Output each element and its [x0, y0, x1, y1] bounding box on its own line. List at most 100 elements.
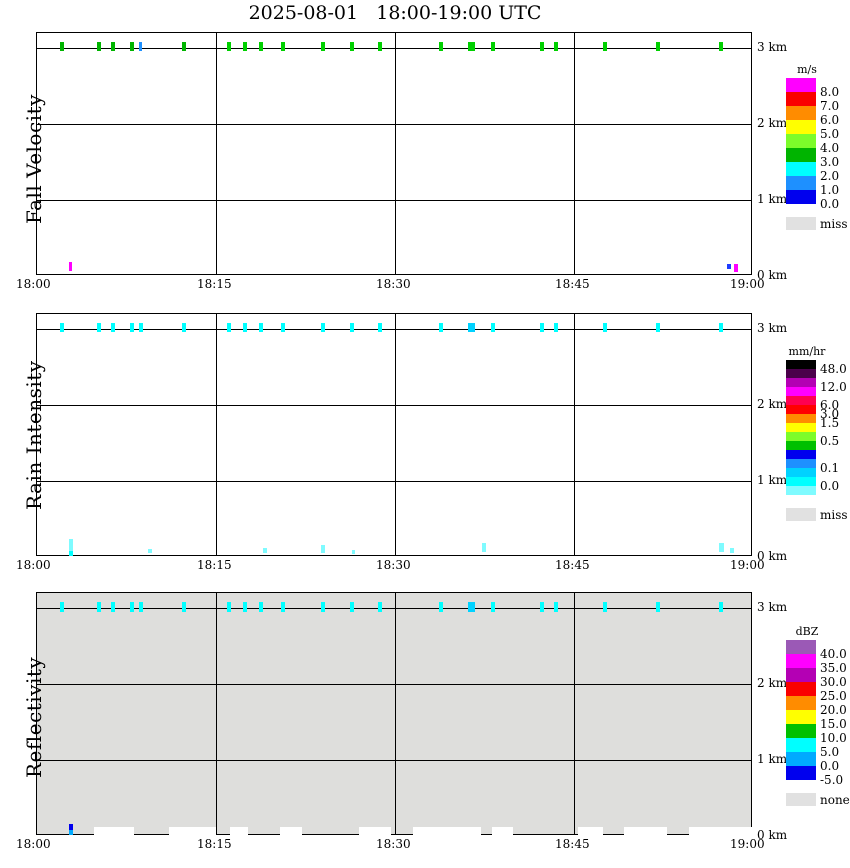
- y-tick-label: 0 km: [757, 828, 788, 842]
- data-cell: [97, 323, 102, 333]
- colorbar-na-swatch: [786, 217, 816, 230]
- axis-label-fall-velocity: Fall Velocity: [22, 93, 46, 224]
- data-cell: [68, 538, 73, 551]
- x-tick-label: 18:45: [555, 837, 590, 851]
- colorbar-tick-label: 0.0: [820, 759, 840, 773]
- data-cell: [603, 42, 608, 52]
- colorbar-swatch: [786, 459, 816, 468]
- data-cell: [97, 601, 102, 612]
- data-cell: [320, 323, 325, 333]
- colorbar-tick-label: 3.0: [820, 155, 840, 169]
- y-tick-label: 1 km: [757, 192, 788, 207]
- colorbar-swatch: [786, 396, 816, 405]
- colorbar-rain-intensity: mm/hr 48.0 12.0 6.0 3.0 1.5 0.5 0.1 0.0 miss: [778, 345, 848, 525]
- data-cell: [181, 601, 186, 612]
- data-cell: [59, 323, 64, 333]
- data-cell: [719, 42, 724, 52]
- gridline-vertical: [216, 593, 217, 834]
- data-cell: [540, 323, 545, 333]
- data-cell: [281, 601, 286, 612]
- colorbar-swatch: [786, 106, 816, 120]
- colorbar-swatch: [786, 477, 816, 486]
- colorbar-tick-label: 6.0: [820, 113, 840, 127]
- data-gap: [230, 827, 249, 835]
- colorbar-tick-label: 2.0: [820, 169, 840, 183]
- colorbar-tick-label: 0.1: [820, 461, 840, 475]
- gridline-vertical: [216, 33, 217, 274]
- data-cell: [227, 42, 232, 52]
- colorbar-tick-label: -5.0: [820, 773, 844, 787]
- data-cell: [68, 823, 73, 830]
- data-cell: [68, 261, 72, 271]
- data-cell: [468, 601, 476, 612]
- colorbar-tick-label: 10.0: [820, 731, 847, 745]
- gridline-vertical: [574, 33, 575, 274]
- data-cell: [227, 323, 232, 333]
- colorbar-swatch: [786, 360, 816, 369]
- panel-plot-area: [36, 592, 753, 836]
- colorbar-tick-label: 12.0: [820, 380, 847, 394]
- x-tick-label: 19:00: [730, 837, 765, 851]
- data-cell: [377, 323, 382, 333]
- data-cell: [68, 550, 73, 556]
- colorbar-tick-label: 40.0: [820, 647, 847, 661]
- data-cell: [243, 42, 248, 52]
- colorbar-units-label: dBZ: [795, 625, 819, 638]
- y-tick-label: 3 km: [757, 321, 788, 336]
- colorbar-swatch: [786, 78, 816, 92]
- colorbar-na-swatch: [786, 793, 816, 806]
- data-gap: [491, 827, 514, 835]
- colorbar-tick-label: 0.0: [820, 197, 840, 211]
- data-cell: [656, 601, 661, 612]
- data-gap: [280, 827, 302, 835]
- data-cell: [482, 542, 487, 552]
- gridline-horizontal: [37, 200, 751, 201]
- data-cell: [553, 42, 558, 52]
- data-cell: [243, 323, 248, 333]
- data-cell: [320, 601, 325, 612]
- data-cell: [490, 42, 495, 52]
- data-cell: [377, 42, 382, 52]
- data-cell: [111, 42, 116, 52]
- data-cell: [111, 323, 116, 333]
- colorbar-na-label: none: [820, 793, 850, 807]
- colorbar-tick-label: 0.0: [820, 479, 840, 493]
- colorbar-tick-label: 6.0: [820, 398, 840, 412]
- gridline-vertical: [395, 593, 396, 834]
- colorbar-swatch: [786, 441, 816, 450]
- data-cell: [258, 323, 263, 333]
- colorbar-tick-label: 4.0: [820, 141, 840, 155]
- x-tick-label: 18:45: [555, 558, 590, 572]
- gridline-horizontal: [37, 124, 751, 125]
- axis-label-rain-intensity: Rain Intensity: [22, 360, 46, 511]
- colorbar-swatch: [786, 176, 816, 190]
- data-cell: [656, 323, 661, 333]
- colorbar-swatch: [786, 468, 816, 477]
- colorbar-swatch: [786, 654, 816, 668]
- data-cell: [439, 323, 444, 333]
- data-cell: [320, 42, 325, 52]
- data-cell: [718, 542, 724, 552]
- plot-panel-reflectivity: [36, 592, 753, 836]
- x-tick-label: 18:30: [376, 558, 411, 572]
- colorbar-tick-label: 5.0: [820, 127, 840, 141]
- data-cell: [377, 601, 382, 612]
- gridline-horizontal: [37, 329, 751, 330]
- data-cell: [281, 42, 286, 52]
- data-cell: [281, 323, 286, 333]
- colorbar-tick-label: 1.0: [820, 183, 840, 197]
- colorbar-tick-label: 20.0: [820, 703, 847, 717]
- colorbar-swatch: [786, 190, 816, 204]
- colorbar-swatch: [786, 432, 816, 441]
- colorbar-swatch: [786, 387, 816, 396]
- colorbar-tick-label: 48.0: [820, 362, 847, 376]
- colorbar-tick-label: 35.0: [820, 661, 847, 675]
- colorbar-swatch: [786, 148, 816, 162]
- colorbar-swatch: [786, 162, 816, 176]
- colorbar-swatch: [786, 752, 816, 766]
- colorbar-swatch: [786, 640, 816, 654]
- x-tick-label: 18:00: [16, 837, 51, 851]
- data-cell: [468, 42, 476, 52]
- data-cell: [181, 323, 186, 333]
